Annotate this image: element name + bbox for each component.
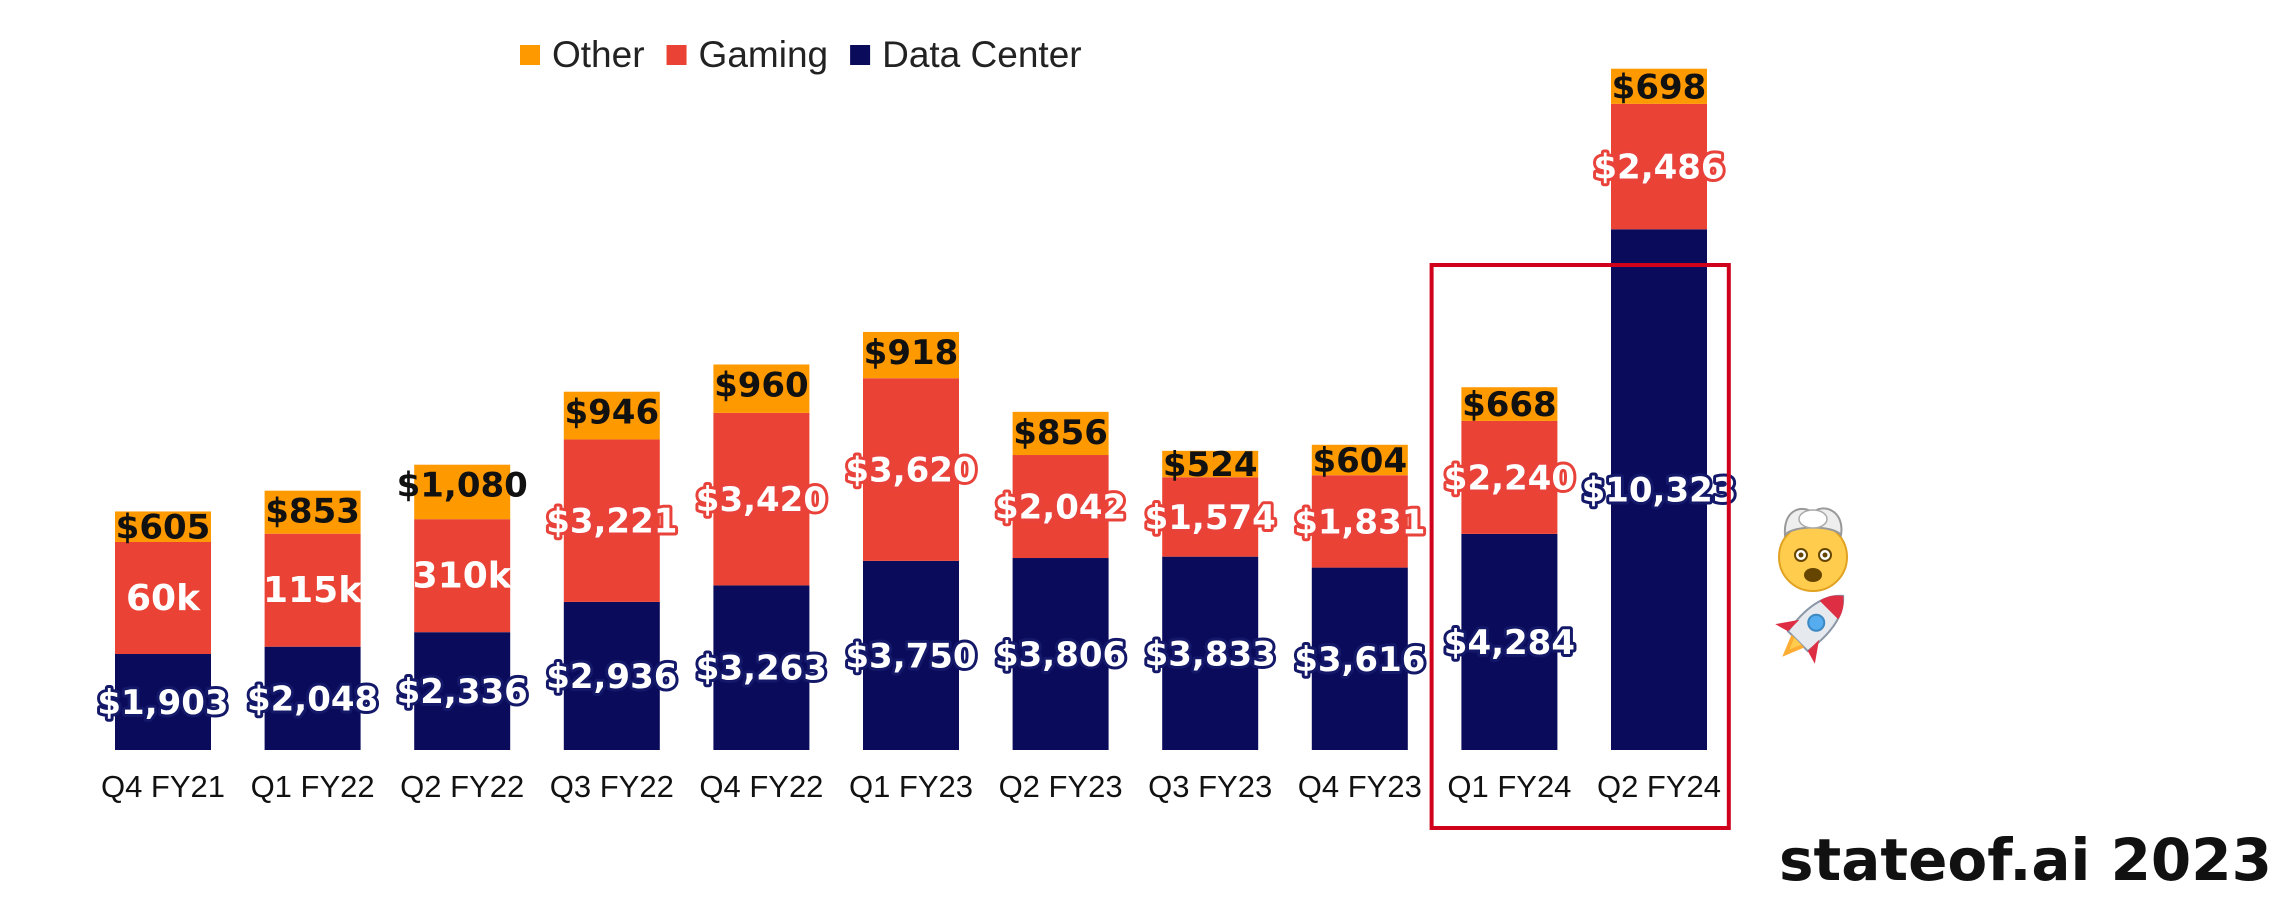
brand-watermark: stateof.ai 2023 — [1778, 826, 2272, 894]
x-tick-q3-fy23: Q3 FY23 — [1148, 769, 1272, 804]
bar-data-center-q1-fy24 — [1461, 533, 1558, 750]
label-gaming-q1-fy24: $2,240 — [1444, 458, 1575, 498]
bar-data-center-q4-fy23 — [1311, 567, 1408, 750]
label-other-q1-fy22: $853 — [265, 492, 360, 532]
x-tick-q4-fy22: Q4 FY22 — [699, 769, 823, 804]
bar-other-q2-fy22 — [414, 464, 511, 520]
bar-data-center-q1-fy22 — [264, 646, 361, 750]
x-tick-q1-fy24: Q1 FY24 — [1447, 769, 1571, 804]
x-tick-q3-fy22: Q3 FY22 — [550, 769, 674, 804]
label-data-center-q3-fy22: $2,936 — [546, 657, 677, 697]
bar-other-q4-fy21 — [115, 511, 211, 542]
bar-other-q2-fy23 — [1012, 411, 1109, 456]
bar-other-q2-fy24 — [1611, 68, 1707, 104]
bar-other-q1-fy22 — [264, 490, 361, 534]
label-other-q4-fy21: $605 — [116, 508, 211, 548]
label-other-q2-fy22: $1,080 — [397, 466, 528, 506]
legend-swatch-gaming — [666, 45, 687, 65]
bar-gaming-q2-fy24 — [1611, 103, 1707, 230]
label-gaming-q2-fy22: 310k — [413, 556, 513, 597]
x-tick-q1-fy22: Q1 FY22 — [251, 769, 375, 804]
label-gaming-q3-fy23: $1,574 — [1145, 498, 1276, 538]
label-data-center-q1-fy24: $4,284 — [1444, 623, 1575, 663]
label-gaming-q2-fy23: $2,042 — [995, 488, 1126, 528]
label-data-center-q2-fy22: $2,336 — [397, 672, 528, 712]
bars — [115, 68, 1707, 751]
bar-gaming-q1-fy22 — [264, 533, 361, 647]
bar-data-center-q2-fy24 — [1611, 229, 1707, 751]
bar-gaming-q4-fy23 — [1311, 475, 1408, 568]
label-other-q4-fy23: $604 — [1312, 441, 1407, 481]
bar-other-q1-fy23 — [863, 331, 959, 379]
bar-gaming-q2-fy23 — [1012, 455, 1109, 559]
bar-gaming-q1-fy24 — [1461, 420, 1558, 534]
label-data-center-q2-fy23: $3,806 — [995, 635, 1126, 675]
legend-swatch-data-center — [850, 45, 871, 65]
bar-data-center-q2-fy23 — [1012, 558, 1109, 750]
bar-gaming-q1-fy23 — [863, 378, 959, 561]
label-other-q3-fy23: $524 — [1163, 445, 1258, 485]
rocket-emoji — [1775, 594, 1845, 664]
bar-data-center-q4-fy21 — [115, 654, 211, 750]
x-tick-q2-fy22: Q2 FY22 — [400, 769, 524, 804]
bar-gaming-q3-fy22 — [563, 439, 660, 602]
x-tick-q1-fy23: Q1 FY23 — [849, 769, 973, 804]
label-data-center-q2-fy24: $10,323 — [1582, 471, 1737, 511]
label-data-center-q3-fy23: $3,833 — [1145, 634, 1276, 674]
annotation-icons — [1775, 507, 1848, 664]
label-gaming-q2-fy24: $2,486 — [1593, 148, 1724, 188]
label-data-center-q4-fy23: $3,616 — [1294, 640, 1425, 680]
bar-other-q3-fy22 — [563, 391, 660, 440]
exploding-head-emoji — [1778, 507, 1848, 592]
x-tick-q4-fy23: Q4 FY23 — [1298, 769, 1422, 804]
label-other-q2-fy23: $856 — [1013, 413, 1108, 453]
x-tick-q2-fy24: Q2 FY24 — [1597, 769, 1721, 804]
x-tick-q2-fy23: Q2 FY23 — [999, 769, 1123, 804]
bar-gaming-q4-fy22 — [713, 412, 810, 586]
legend: Other Gaming Data Center — [520, 34, 1082, 75]
x-axis-ticks: Q4 FY21 Q1 FY22 Q2 FY22 Q3 FY22 Q4 FY22 Q1 FY… — [101, 769, 1721, 804]
label-other-q1-fy23: $918 — [864, 333, 959, 373]
bar-gaming-q3-fy23 — [1162, 477, 1259, 557]
bar-gaming-q4-fy21 — [115, 541, 211, 655]
data-labels: $1,903 60k $605 $2,048 115k $853 $2,336 310k $1,… — [94, 67, 1739, 726]
label-gaming-q4-fy22: $3,420 — [696, 480, 827, 520]
label-other-q4-fy22: $960 — [714, 365, 809, 405]
label-other-q1-fy24: $668 — [1462, 385, 1557, 425]
label-other-q3-fy22: $946 — [564, 393, 659, 433]
legend-label-other: Other — [552, 34, 645, 75]
bar-gaming-q2-fy22 — [414, 519, 511, 633]
legend-swatch-other — [520, 45, 540, 65]
bar-data-center-q4-fy22 — [713, 585, 810, 750]
bar-other-q4-fy23 — [1311, 444, 1408, 476]
label-data-center-q1-fy22: $2,048 — [247, 679, 378, 719]
legend-label-gaming: Gaming — [699, 34, 829, 75]
label-data-center-q4-fy22: $3,263 — [696, 649, 827, 689]
label-gaming-q3-fy22: $3,221 — [546, 502, 677, 542]
label-data-center-q1-fy23: $3,750 — [845, 636, 976, 676]
bar-data-center-q2-fy22 — [414, 632, 511, 750]
highlight-box — [1429, 263, 1731, 830]
label-gaming-q4-fy21: 60k — [126, 578, 201, 619]
bar-data-center-q1-fy23 — [863, 560, 959, 750]
bar-data-center-q3-fy23 — [1162, 556, 1259, 750]
bar-other-q3-fy23 — [1162, 450, 1259, 478]
bar-other-q4-fy22 — [713, 364, 810, 413]
label-gaming-q1-fy23: $3,620 — [845, 451, 976, 491]
bar-other-q1-fy24 — [1461, 387, 1558, 421]
legend-label-data-center: Data Center — [882, 34, 1082, 75]
label-data-center-q4-fy21: $1,903 — [97, 683, 228, 723]
label-other-q2-fy24: $698 — [1612, 67, 1707, 107]
label-gaming-q4-fy23: $1,831 — [1294, 502, 1425, 542]
highlight-box-group — [1429, 263, 1731, 830]
bar-data-center-q3-fy22 — [563, 601, 660, 750]
label-gaming-q1-fy22: 115k — [263, 570, 363, 611]
x-tick-q4-fy21: Q4 FY21 — [101, 769, 225, 804]
